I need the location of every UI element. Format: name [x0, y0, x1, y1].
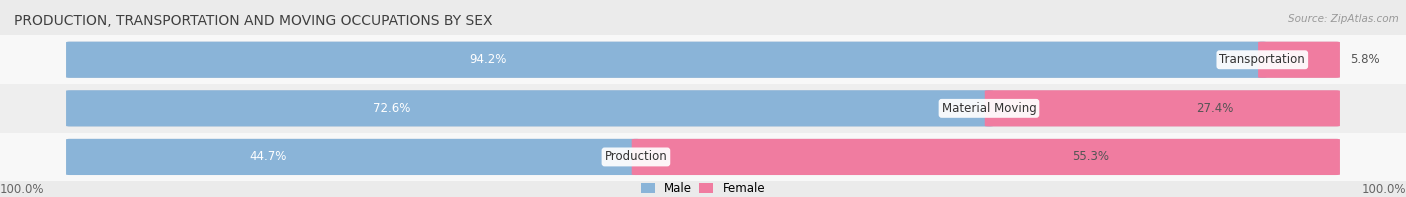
Bar	[0, 133, 1406, 181]
FancyBboxPatch shape	[66, 139, 1340, 175]
FancyBboxPatch shape	[66, 90, 993, 126]
Text: PRODUCTION, TRANSPORTATION AND MOVING OCCUPATIONS BY SEX: PRODUCTION, TRANSPORTATION AND MOVING OC…	[14, 14, 492, 28]
FancyBboxPatch shape	[1258, 42, 1340, 78]
Text: Production: Production	[605, 151, 668, 164]
Text: 5.8%: 5.8%	[1350, 53, 1379, 66]
FancyBboxPatch shape	[66, 42, 1267, 78]
FancyBboxPatch shape	[66, 90, 1340, 126]
Legend: Male, Female: Male, Female	[641, 182, 765, 195]
Text: 27.4%: 27.4%	[1195, 102, 1233, 115]
Text: Material Moving: Material Moving	[942, 102, 1036, 115]
Text: 94.2%: 94.2%	[468, 53, 506, 66]
Text: Transportation: Transportation	[1219, 53, 1305, 66]
Text: 55.3%: 55.3%	[1073, 151, 1109, 164]
FancyBboxPatch shape	[631, 139, 1340, 175]
FancyBboxPatch shape	[66, 42, 1340, 78]
FancyBboxPatch shape	[984, 90, 1340, 126]
Text: 72.6%: 72.6%	[373, 102, 411, 115]
Text: 44.7%: 44.7%	[250, 151, 287, 164]
Text: 100.0%: 100.0%	[0, 183, 45, 196]
Bar	[0, 84, 1406, 133]
FancyBboxPatch shape	[66, 139, 640, 175]
Text: 100.0%: 100.0%	[1361, 183, 1406, 196]
Bar	[0, 35, 1406, 84]
Text: Source: ZipAtlas.com: Source: ZipAtlas.com	[1288, 14, 1399, 24]
